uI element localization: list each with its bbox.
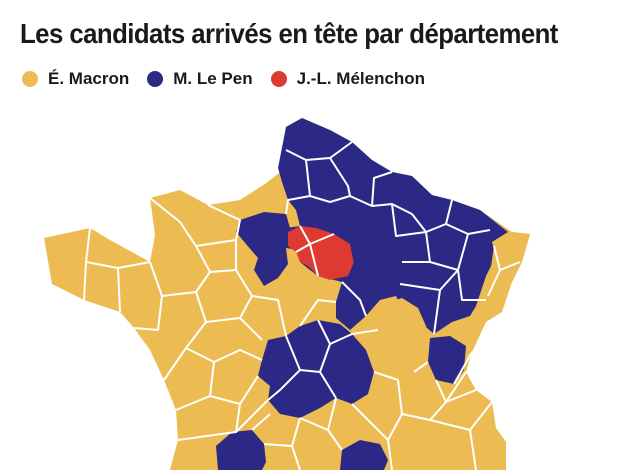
legend: É. Macron M. Le Pen J.-L. Mélenchon [22, 69, 443, 89]
department-borders [83, 141, 521, 470]
legend-label-macron: É. Macron [48, 69, 130, 88]
legend-item-melenchon: J.-L. Mélenchon [270, 69, 426, 89]
legend-label-melenchon: J.-L. Mélenchon [296, 69, 426, 88]
le-pen-marne-aube [348, 238, 402, 298]
le-pen-east-pocket [428, 336, 466, 384]
le-pen-north-east-block [278, 118, 508, 334]
le-pen-south-west-pocket [216, 430, 266, 470]
legend-label-le-pen: M. Le Pen [173, 69, 253, 88]
le-pen-south-pocket [340, 440, 388, 470]
legend-swatch-melenchon [270, 71, 287, 87]
legend-swatch-macron [22, 71, 38, 87]
le-pen-normandy-west [236, 212, 290, 286]
macron-burgundy-island [376, 298, 428, 380]
legend-item-le-pen: M. Le Pen [147, 69, 253, 89]
melenchon-paris-area [288, 226, 354, 280]
legend-item-macron: É. Macron [22, 69, 129, 89]
legend-swatch-le-pen [147, 71, 164, 87]
le-pen-central-block [258, 320, 374, 418]
map-title: Les candidats arrivés en tête par départ… [20, 18, 558, 49]
